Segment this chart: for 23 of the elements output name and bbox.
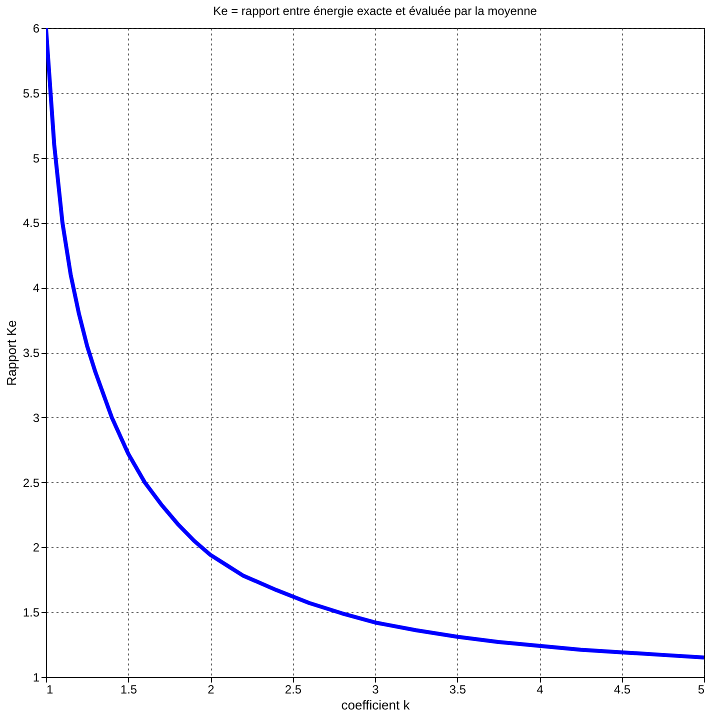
x-tick-label: 2 — [208, 682, 215, 696]
x-tick-label: 2.5 — [284, 682, 302, 696]
y-axis-title: Rapport Ke — [4, 320, 19, 386]
chart-title: Ke = rapport entre énergie exacte et évaluée par la moyenne — [213, 4, 538, 18]
y-tick-label: 3 — [32, 410, 40, 425]
y-tick-label: 3.5 — [22, 346, 40, 360]
y-tick-label: 1 — [32, 670, 40, 684]
x-tick-label: 4.5 — [614, 682, 631, 696]
y-tick-label: 2 — [32, 540, 40, 555]
x-tick-label: 5 — [698, 682, 705, 696]
x-tick-label: 3.5 — [449, 682, 466, 696]
y-tick-label: 6 — [32, 22, 40, 36]
y-tick-label: 1.5 — [22, 606, 40, 620]
y-tick-label: 5 — [32, 151, 40, 166]
y-tick-label: 4 — [32, 281, 40, 296]
y-tick-label: 2.5 — [22, 476, 40, 490]
y-tick-label: 4.5 — [22, 216, 40, 230]
x-tick-label: 1 — [46, 682, 54, 696]
x-tick-label: 4 — [536, 682, 544, 696]
x-tick-label: 3 — [372, 682, 380, 696]
y-tick-label: 5.5 — [22, 86, 40, 100]
x-tick-label: 1.5 — [120, 682, 138, 696]
x-axis-title: coefficient k — [341, 698, 410, 712]
